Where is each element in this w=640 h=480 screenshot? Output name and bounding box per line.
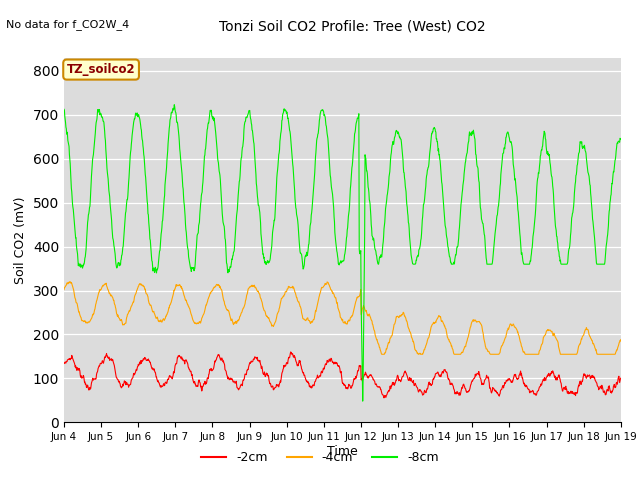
Text: TZ_soilco2: TZ_soilco2: [67, 63, 136, 76]
Text: Tonzi Soil CO2 Profile: Tree (West) CO2: Tonzi Soil CO2 Profile: Tree (West) CO2: [219, 19, 485, 33]
Y-axis label: Soil CO2 (mV): Soil CO2 (mV): [14, 196, 28, 284]
X-axis label: Time: Time: [327, 445, 358, 458]
Text: No data for f_CO2W_4: No data for f_CO2W_4: [6, 19, 130, 30]
Legend: -2cm, -4cm, -8cm: -2cm, -4cm, -8cm: [196, 446, 444, 469]
